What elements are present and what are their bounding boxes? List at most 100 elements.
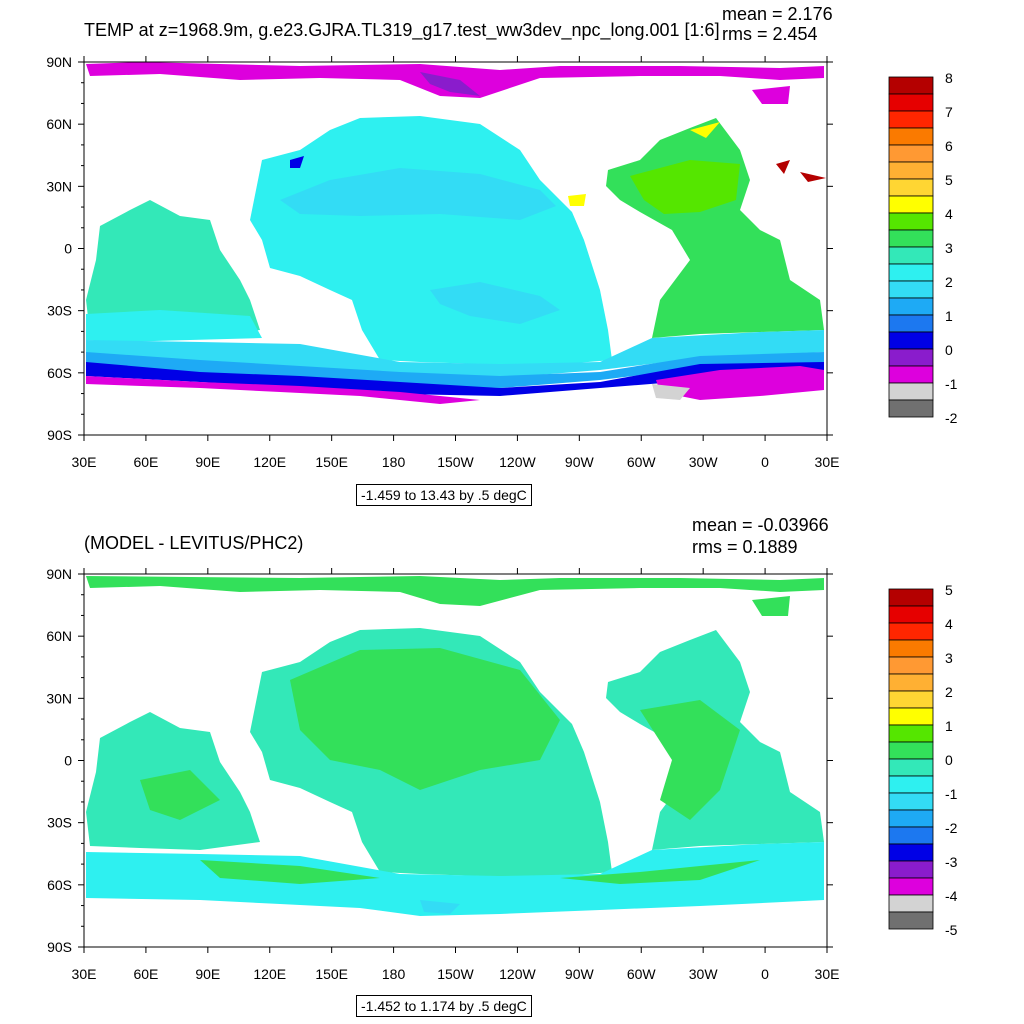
top-lon-label: 120E: [253, 454, 286, 470]
bottom-colorbar-label: 2: [945, 684, 953, 700]
top-colorbar-swatch: [888, 144, 934, 163]
top-colorbar-label: 1: [945, 308, 953, 324]
bottom-lat-label: 30N: [46, 690, 72, 706]
top-lat-label: 30N: [46, 178, 72, 194]
bottom-colorbar-swatch: [888, 792, 934, 811]
top-antarctic-shelf: [86, 366, 824, 404]
bottom-colorbar-label: -4: [945, 888, 958, 904]
bottom-colorbar-swatch: [888, 656, 934, 675]
bottom-lon-label: 90W: [565, 966, 595, 982]
top-colorbar-label: 8: [945, 70, 953, 86]
bottom-colorbar-swatch: [888, 622, 934, 641]
top-colorbar: 8 7 6 5 4 3 2 1 0 -1 -2: [888, 70, 958, 426]
top-colorbar-swatch: [888, 178, 934, 197]
top-nordic-sea: [752, 86, 790, 104]
top-lon-label: 180: [382, 454, 406, 470]
bottom-southern-ocean: [86, 842, 824, 916]
top-lon-label: 60E: [133, 454, 158, 470]
bottom-colorbar-label: 4: [945, 616, 953, 632]
top-colorbar-swatch: [888, 76, 934, 95]
bottom-colorbar-label: 3: [945, 650, 953, 666]
top-lon-label: 30E: [815, 454, 840, 470]
bottom-colorbar-label: 5: [945, 582, 953, 598]
bottom-lon-label: 90E: [195, 966, 220, 982]
top-colorbar-swatch: [888, 161, 934, 180]
bottom-colorbar-swatch: [888, 826, 934, 845]
top-weddell-patch: [652, 384, 690, 400]
bottom-mean-label: mean = -0.03966: [692, 515, 829, 535]
top-colorbar-swatch: [888, 229, 934, 248]
bottom-lon-label: 60W: [627, 966, 657, 982]
bottom-colorbar-swatch: [888, 843, 934, 862]
bottom-colorbar-swatch: [888, 860, 934, 879]
top-gulf-warm-patch: [568, 194, 586, 206]
top-north-pacific-band: [280, 168, 556, 220]
top-colorbar-swatch: [888, 110, 934, 129]
bottom-colorbar-swatch: [888, 877, 934, 896]
bottom-lon-label: 0: [761, 966, 769, 982]
top-north-atlantic-warm: [630, 160, 740, 214]
top-colorbar-swatch: [888, 195, 934, 214]
top-lon-label: 0: [761, 454, 769, 470]
bottom-indian-positive: [140, 770, 220, 820]
bottom-colorbar-swatch: [888, 588, 934, 607]
top-colorbar-swatch: [888, 246, 934, 265]
top-lat-label: 0: [64, 241, 72, 257]
bottom-lon-label: 30W: [689, 966, 719, 982]
top-lon-label: 30E: [72, 454, 97, 470]
bottom-colorbar-swatch: [888, 894, 934, 913]
bottom-lon-label: 120W: [499, 966, 536, 982]
bottom-colorbar-swatch: [888, 690, 934, 709]
top-lon-label: 90W: [565, 454, 595, 470]
top-map: [83, 61, 828, 436]
bottom-colorbar-swatch: [888, 707, 934, 726]
bottom-colorbar-swatch: [888, 809, 934, 828]
top-colorbar-swatch: [888, 297, 934, 316]
bottom-lon-label: 150E: [315, 966, 348, 982]
bottom-nordic-sea: [752, 596, 790, 616]
bottom-lat-label: 30S: [47, 815, 72, 831]
top-colorbar-label: 3: [945, 240, 953, 256]
top-indian-ocean: [86, 200, 260, 338]
top-lat-label: 60S: [47, 365, 72, 381]
bottom-range-label: -1.452 to 1.174 by .5 degC: [356, 995, 532, 1017]
bottom-southern-positive: [200, 860, 760, 884]
bottom-lat-label: 0: [64, 753, 72, 769]
bottom-lon-label: 30E: [72, 966, 97, 982]
top-map-title: TEMP at z=1968.9m, g.e23.GJRA.TL319_g17.…: [84, 20, 720, 40]
bottom-colorbar-swatch: [888, 605, 934, 624]
top-colorbar-swatch: [888, 280, 934, 299]
bottom-colorbar-label: -5: [945, 922, 958, 938]
top-lon-label: 30W: [689, 454, 719, 470]
top-rms-label: rms = 2.454: [722, 24, 818, 44]
top-mediterranean-outflow: [776, 160, 826, 182]
top-labrador-patch: [690, 122, 720, 138]
bottom-colorbar-swatch: [888, 724, 934, 743]
top-colorbar-swatch: [888, 399, 934, 418]
top-colorbar-label: 2: [945, 274, 953, 290]
bottom-colorbar-swatch: [888, 639, 934, 658]
bottom-lon-label: 180: [382, 966, 406, 982]
bottom-colorbar-swatch: [888, 673, 934, 692]
top-colorbar-label: -1: [945, 376, 958, 392]
top-lon-label: 150E: [315, 454, 348, 470]
bottom-lon-label: 120E: [253, 966, 286, 982]
top-colorbar-label: -2: [945, 410, 958, 426]
bottom-colorbar: 5 4 3 2 1 0 -1 -2 -3 -4 -5: [888, 582, 958, 938]
top-colorbar-swatch: [888, 348, 934, 367]
bottom-pacific-positive: [290, 648, 560, 790]
top-colorbar-swatch: [888, 382, 934, 401]
top-okhotsk-patch: [290, 156, 304, 168]
top-arctic-deep: [420, 72, 480, 96]
bottom-lon-label: 150W: [437, 966, 474, 982]
top-colorbar-label: 7: [945, 104, 953, 120]
bottom-colorbar-label: -1: [945, 786, 958, 802]
top-range-label: -1.459 to 13.43 by .5 degC: [356, 484, 532, 506]
bottom-ross-patch: [420, 900, 460, 914]
top-mean-label: mean = 2.176: [722, 4, 833, 24]
bottom-atlantic-positive: [640, 700, 740, 820]
bottom-lon-label: 60E: [133, 966, 158, 982]
top-lon-label: 90E: [195, 454, 220, 470]
